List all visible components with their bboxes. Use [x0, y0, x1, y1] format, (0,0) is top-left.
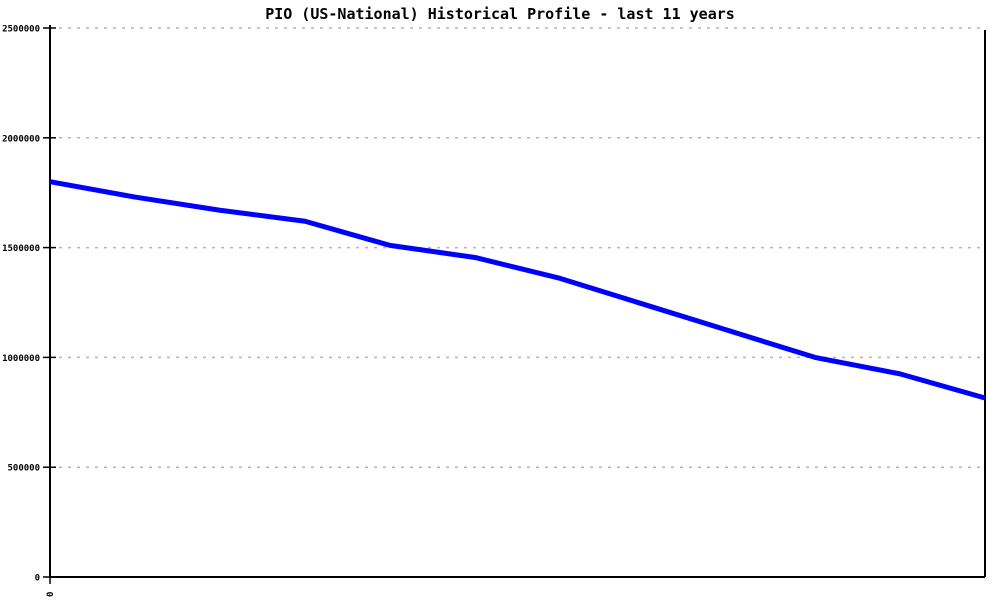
chart-title: PIO (US-National) Historical Profile - l… [265, 5, 735, 23]
y-tick-label: 1500000 [2, 244, 40, 254]
y-tick-label: 2000000 [2, 134, 40, 144]
y-tick-label: 0 [35, 574, 40, 584]
series-line [49, 179, 986, 401]
y-tick-label: 500000 [7, 464, 40, 474]
x-tick-label: 0 [46, 592, 56, 597]
y-tick-label: 1000000 [2, 354, 40, 364]
y-tick-label: 2500000 [2, 25, 40, 35]
